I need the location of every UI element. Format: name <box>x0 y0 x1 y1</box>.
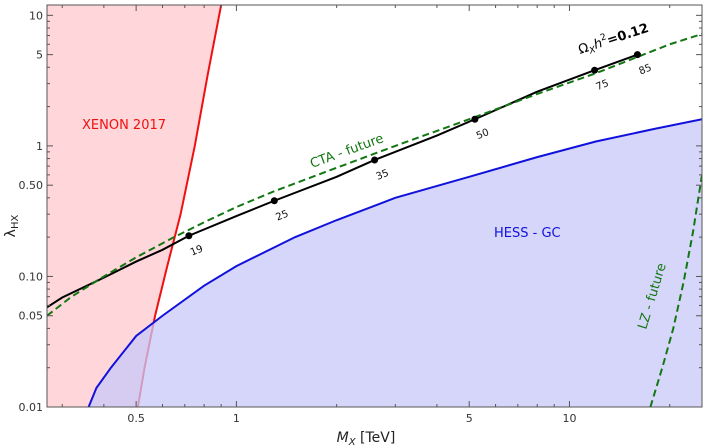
y-tick-label: 10 <box>29 9 43 22</box>
x-tick-label: 0.5 <box>127 412 145 425</box>
y-axis-label: λHX <box>3 215 21 238</box>
y-tick-label: 0.10 <box>19 270 44 283</box>
x-tick-label: 1 <box>233 412 240 425</box>
relic-point-19 <box>185 232 193 240</box>
hess-gc-region <box>88 119 702 407</box>
relic-point-label-85: 85 <box>637 62 653 77</box>
relic-point-35 <box>371 156 379 164</box>
relic-point-label-75: 75 <box>595 78 611 93</box>
relic-point-label-50: 50 <box>475 127 491 142</box>
lz-future-curve <box>649 174 702 407</box>
y-axis-ticks: 0.01 0.05 0.10 0.50 1 5 10 <box>19 9 702 414</box>
plot-frame <box>46 4 703 408</box>
y-tick-label: 0.01 <box>19 401 44 414</box>
relic-point-label-25: 25 <box>274 209 290 224</box>
y-tick-label: 5 <box>36 49 43 62</box>
relic-point-85 <box>633 51 641 59</box>
x-tick-label: 10 <box>562 412 576 425</box>
hess-label: HESS - GC <box>494 226 561 241</box>
relic-point-label-19: 19 <box>189 244 205 259</box>
y-tick-label: 0.50 <box>19 179 44 192</box>
relic-point-25 <box>270 197 278 205</box>
y-tick-label: 0.05 <box>19 310 44 323</box>
y-tick-label: 1 <box>36 140 43 153</box>
xenon-2017-region <box>47 5 222 407</box>
x-axis-ticks: 0.5 1 5 10 <box>61 5 671 425</box>
x-tick-label: 5 <box>466 412 473 425</box>
xenon-label: XENON 2017 <box>82 118 166 133</box>
x-axis-label: MX [TeV] <box>337 430 396 447</box>
cta-label: CTA - future <box>308 131 386 171</box>
relic-points: 19 25 35 50 75 85 <box>185 51 653 259</box>
relic-point-label-35: 35 <box>375 168 391 183</box>
shaded-regions <box>47 5 702 407</box>
relic-point-50 <box>471 115 479 123</box>
relic-point-75 <box>591 66 599 74</box>
hess-gc-boundary <box>87 118 702 407</box>
